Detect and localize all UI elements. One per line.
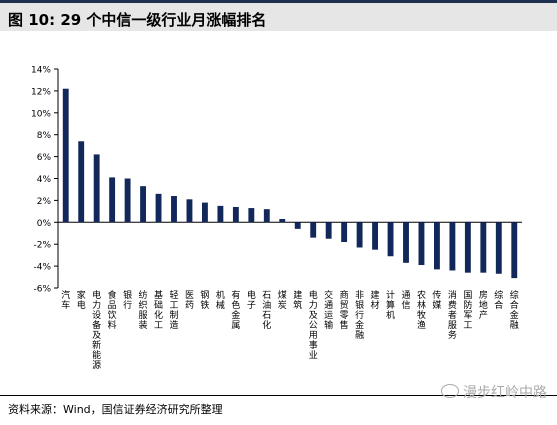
- bar: [171, 196, 177, 223]
- bar: [124, 178, 131, 223]
- x-tick-label: 国防军工: [463, 290, 472, 331]
- watermark: 漫步红岭中路: [441, 382, 547, 402]
- x-tick-label: 房地产: [479, 289, 488, 321]
- y-tick-label: 0%: [37, 219, 52, 229]
- x-tick-label: 食品饮料: [108, 289, 117, 331]
- x-tick-label: 石油石化: [262, 291, 271, 331]
- source-note: 资料来源：Wind，国信证券经济研究所整理: [8, 403, 223, 416]
- bar: [294, 222, 301, 229]
- x-tick-label: 电力设备及新能源: [92, 289, 101, 371]
- bar: [279, 219, 286, 223]
- x-tick-label: 有色金属: [231, 289, 240, 331]
- bar: [93, 154, 100, 223]
- x-tick-label: 煤炭: [278, 289, 287, 311]
- bar: [155, 193, 162, 223]
- y-tick-label: -2%: [33, 241, 51, 251]
- y-tick-label: 8%: [37, 131, 52, 141]
- bar: [403, 222, 409, 263]
- wechat-icon: [441, 384, 459, 398]
- x-tick-label: 电子: [247, 289, 256, 311]
- y-tick-label: -6%: [33, 285, 51, 295]
- y-tick-label: 14%: [31, 66, 51, 76]
- bar: [511, 222, 518, 279]
- y-tick-label: 2%: [37, 197, 52, 207]
- bar-chart: -6% -4% -2% 0% 2% 4% 6% 8% 10% 12% 14% 汽车家电电力设备及新能源…: [31, 66, 522, 371]
- x-tick-label: 计算机: [386, 289, 395, 321]
- bar: [186, 199, 193, 223]
- x-tick-label: 钢铁: [200, 289, 209, 311]
- figure-title: 图 10: 29 个中信一级行业月涨幅排名: [8, 11, 267, 29]
- source-divider: [0, 395, 557, 396]
- x-tick-label: 机械: [216, 289, 225, 311]
- x-tick-label: 消费者服务: [448, 289, 457, 341]
- x-tick-label: 基础化工: [154, 289, 163, 331]
- x-tick-label: 汽车: [61, 289, 70, 311]
- bar: [62, 88, 69, 223]
- bar: [495, 222, 502, 274]
- bar: [248, 208, 255, 223]
- bar: [449, 222, 456, 271]
- bar: [109, 177, 116, 223]
- watermark-text: 漫步红岭中路: [463, 385, 547, 401]
- bar: [341, 222, 348, 243]
- y-tick-label: 6%: [37, 153, 52, 163]
- x-tick-label: 医药: [185, 290, 194, 311]
- x-tick-label: 通信: [401, 290, 410, 311]
- bar: [232, 206, 239, 223]
- x-tick-label: 纺织服装: [139, 289, 148, 331]
- bar: [78, 141, 85, 223]
- x-tick-label: 交通运输: [324, 289, 333, 331]
- y-tick-label: 4%: [37, 175, 52, 185]
- bar: [201, 202, 208, 223]
- x-tick-label: 建材: [371, 289, 380, 311]
- x-tick-label: 银行: [123, 289, 132, 311]
- bar: [263, 209, 270, 223]
- bar: [356, 222, 363, 248]
- bar: [217, 205, 224, 223]
- x-tick-label: 综合: [494, 289, 503, 311]
- bar: [310, 222, 317, 238]
- x-tick-label: 综合金融: [510, 289, 519, 331]
- y-tick-label: 10%: [31, 109, 51, 119]
- x-tick-label: 非银行金融: [355, 289, 364, 341]
- y-tick-label: -4%: [33, 263, 51, 273]
- bar: [325, 222, 332, 239]
- x-tick-label: 轻工制造: [169, 289, 178, 331]
- bar: [140, 186, 147, 223]
- x-tick-label: 电力及公用事业: [309, 289, 318, 361]
- bar: [464, 222, 471, 273]
- bar: [418, 222, 425, 266]
- x-tick-label: 建筑: [293, 289, 302, 311]
- y-tick-label: 12%: [31, 87, 51, 97]
- chart-area: -6% -4% -2% 0% 2% 4% 6% 8% 10% 12% 14% 汽车 家电 电力设备及新能源…: [0, 31, 557, 388]
- x-tick-label: 商贸零售: [340, 289, 349, 331]
- bar: [433, 222, 440, 270]
- x-tick-label: 传媒: [432, 289, 441, 311]
- x-tick-label: 农林牧渔: [417, 289, 426, 331]
- bar: [480, 222, 487, 273]
- figure-title-bar: 图 10: 29 个中信一级行业月涨幅排名: [0, 0, 557, 31]
- bar: [372, 222, 379, 250]
- bar: [387, 222, 394, 257]
- x-tick-label: 家电: [77, 289, 86, 311]
